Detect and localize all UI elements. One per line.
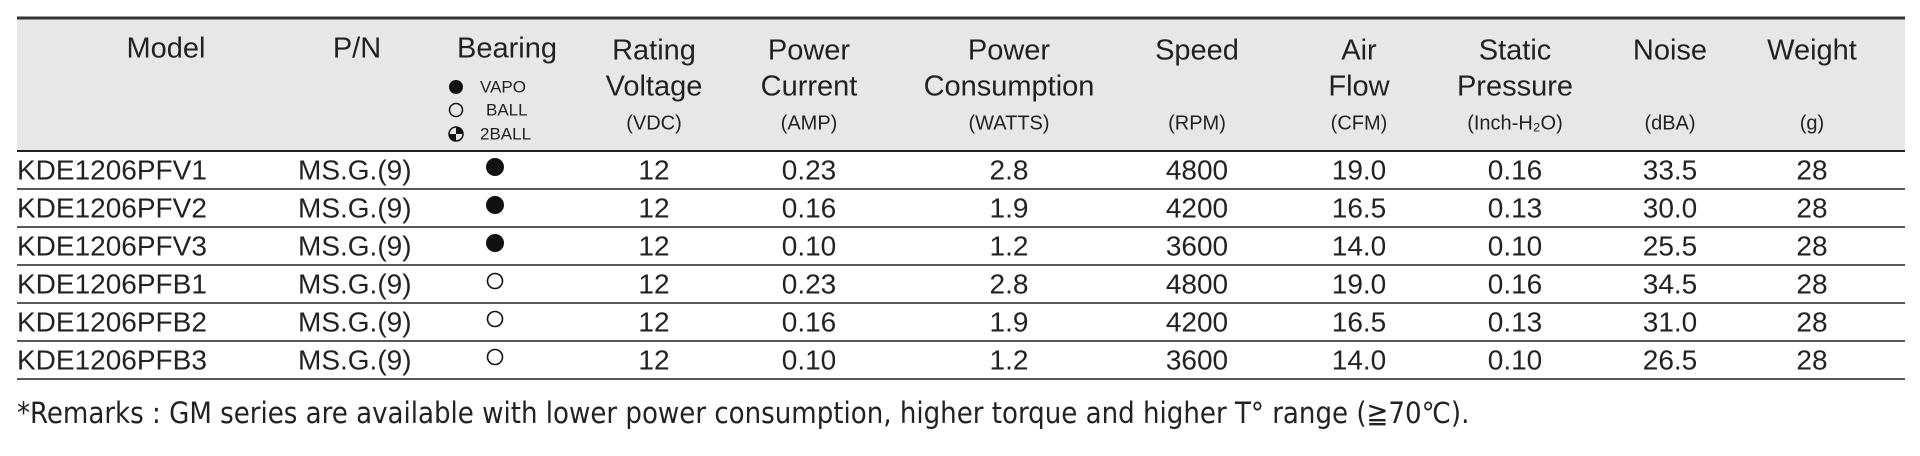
value-cell: 2.8: [990, 154, 1029, 185]
value-cell: 0.23: [782, 154, 837, 185]
model-cell: KDE1206PFB1: [17, 268, 207, 299]
value-cell: 0.16: [1488, 268, 1543, 299]
remark: *Remarks : GM series are available with …: [17, 396, 1469, 430]
column-header: Consumption: [924, 71, 1095, 103]
value-cell: 19.0: [1332, 154, 1387, 185]
value-cell: 0.10: [1488, 230, 1543, 261]
column-header: Static: [1479, 35, 1552, 67]
value-cell: 12: [638, 306, 669, 337]
bearing-symbol: [486, 234, 504, 252]
value-cell: 28: [1796, 154, 1827, 185]
column-unit: (VDC): [626, 112, 682, 134]
column-header: Pressure: [1457, 71, 1573, 103]
vapo-symbol: [449, 80, 463, 94]
value-cell: 28: [1796, 268, 1827, 299]
column-unit: (AMP): [781, 112, 838, 134]
column-header: Air: [1341, 35, 1377, 67]
column-unit: (RPM): [1168, 112, 1226, 134]
2ball-symbol-fill: [449, 127, 463, 141]
value-cell: 0.10: [782, 344, 837, 375]
value-cell: 14.0: [1332, 230, 1387, 261]
value-cell: 4800: [1166, 268, 1228, 299]
bearing-legend: 2BALL: [480, 124, 531, 143]
value-cell: 0.16: [782, 192, 837, 223]
value-cell: 1.2: [990, 230, 1029, 261]
bearing-legend: BALL: [486, 100, 528, 119]
value-cell: 0.10: [782, 230, 837, 261]
column-header: Rating: [612, 35, 696, 67]
value-cell: 31.0: [1643, 306, 1698, 337]
value-cell: 4200: [1166, 306, 1228, 337]
value-cell: 12: [638, 344, 669, 375]
bearing-legend: VAPO: [480, 77, 526, 96]
value-cell: 0.13: [1488, 306, 1543, 337]
column-unit: (g): [1800, 112, 1824, 134]
bearing-symbol: [486, 196, 504, 214]
column-header: Current: [761, 71, 858, 103]
value-cell: 0.16: [1488, 154, 1543, 185]
value-cell: 25.5: [1643, 230, 1698, 261]
value-cell: 0.10: [1488, 344, 1543, 375]
pn-cell: MS.G.(9): [298, 230, 412, 261]
value-cell: 12: [638, 154, 669, 185]
ball-symbol: [448, 102, 464, 118]
value-cell: 0.23: [782, 268, 837, 299]
value-cell: 28: [1796, 344, 1827, 375]
model-cell: KDE1206PFV1: [17, 154, 207, 185]
model-header: Model: [127, 33, 206, 65]
column-unit: (Inch-H₂O): [1467, 112, 1563, 134]
value-cell: 4200: [1166, 192, 1228, 223]
value-cell: 12: [638, 192, 669, 223]
value-cell: 1.9: [990, 192, 1029, 223]
column-header: Power: [768, 35, 851, 67]
model-cell: KDE1206PFV2: [17, 192, 207, 223]
bearing-symbol: [486, 348, 504, 366]
value-cell: 12: [638, 268, 669, 299]
value-cell: 1.2: [990, 344, 1029, 375]
column-header: Flow: [1328, 71, 1390, 103]
pn-cell: MS.G.(9): [298, 268, 412, 299]
value-cell: 28: [1796, 306, 1827, 337]
value-cell: 4800: [1166, 154, 1228, 185]
pn-cell: MS.G.(9): [298, 306, 412, 337]
bearing-symbol: [486, 272, 504, 290]
value-cell: 14.0: [1332, 344, 1387, 375]
value-cell: 3600: [1166, 230, 1228, 261]
column-unit: (CFM): [1331, 112, 1388, 134]
value-cell: 12: [638, 230, 669, 261]
value-cell: 28: [1796, 192, 1827, 223]
pn-header: P/N: [333, 33, 381, 65]
value-cell: 26.5: [1643, 344, 1698, 375]
model-cell: KDE1206PFV3: [17, 230, 207, 261]
column-header: Power: [968, 35, 1051, 67]
column-header: Voltage: [606, 71, 703, 103]
model-cell: KDE1206PFB2: [17, 306, 207, 337]
value-cell: 16.5: [1332, 306, 1387, 337]
value-cell: 33.5: [1643, 154, 1698, 185]
pn-cell: MS.G.(9): [298, 154, 412, 185]
column-header: Speed: [1155, 35, 1239, 67]
value-cell: 2.8: [990, 268, 1029, 299]
column-header: Noise: [1633, 35, 1707, 67]
bearing-header: Bearing: [457, 33, 557, 65]
column-header: Weight: [1767, 35, 1857, 67]
value-cell: 0.13: [1488, 192, 1543, 223]
value-cell: 0.16: [782, 306, 837, 337]
pn-cell: MS.G.(9): [298, 192, 412, 223]
value-cell: 34.5: [1643, 268, 1698, 299]
value-cell: 28: [1796, 230, 1827, 261]
column-unit: (WATTS): [968, 112, 1049, 134]
value-cell: 19.0: [1332, 268, 1387, 299]
value-cell: 16.5: [1332, 192, 1387, 223]
bearing-symbol: [486, 310, 504, 328]
value-cell: 1.9: [990, 306, 1029, 337]
bearing-symbol: [486, 158, 504, 176]
model-cell: KDE1206PFB3: [17, 344, 207, 375]
header-band: [17, 17, 1905, 151]
column-unit: (dBA): [1644, 112, 1695, 134]
value-cell: 30.0: [1643, 192, 1698, 223]
value-cell: 3600: [1166, 344, 1228, 375]
pn-cell: MS.G.(9): [298, 344, 412, 375]
